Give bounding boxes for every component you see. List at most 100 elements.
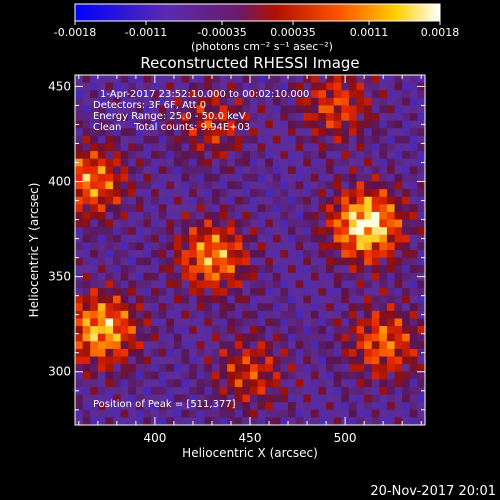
heatmap-cell <box>219 105 228 114</box>
heatmap-cell <box>120 318 129 327</box>
heatmap-cell <box>143 166 152 175</box>
heatmap-cell <box>310 371 319 380</box>
heatmap-cell <box>173 394 182 403</box>
heatmap-cell <box>151 189 160 198</box>
heatmap-cell <box>409 272 418 281</box>
heatmap-cell <box>173 295 182 304</box>
heatmap-cell <box>158 364 167 373</box>
heatmap-cell <box>257 265 266 274</box>
heatmap-cell <box>120 341 129 350</box>
heatmap-cell <box>105 364 114 373</box>
heatmap-cell <box>250 204 259 213</box>
heatmap-cell <box>341 189 350 198</box>
heatmap-cell <box>326 288 335 297</box>
heatmap-cell <box>211 280 220 289</box>
heatmap-cell <box>348 181 357 190</box>
heatmap-cell <box>394 272 403 281</box>
heatmap-cell <box>227 120 236 129</box>
heatmap-cell <box>143 113 152 122</box>
heatmap-cell <box>181 181 190 190</box>
heatmap-cell <box>90 128 99 137</box>
heatmap-cell <box>356 113 365 122</box>
heatmap-cell <box>166 120 175 129</box>
heatmap-cell <box>211 272 220 281</box>
heatmap-cell <box>348 219 357 228</box>
heatmap-cell <box>90 257 99 266</box>
heatmap-cell <box>364 280 373 289</box>
heatmap-cell <box>371 303 380 312</box>
heatmap-cell <box>181 234 190 243</box>
heatmap-cell <box>288 143 297 152</box>
heatmap-cell <box>341 242 350 251</box>
heatmap-cell <box>173 288 182 297</box>
heatmap-cell <box>409 211 418 220</box>
heatmap-cell <box>326 82 335 91</box>
heatmap-cell <box>204 82 213 91</box>
heatmap-cell <box>90 166 99 175</box>
heatmap-cell <box>211 82 220 91</box>
heatmap-cell <box>82 189 91 198</box>
heatmap-cell <box>234 250 243 259</box>
heatmap-cell <box>310 402 319 411</box>
heatmap-cell <box>75 310 84 319</box>
heatmap-cell <box>204 310 213 319</box>
heatmap-cell <box>113 288 122 297</box>
heatmap-cell <box>227 303 236 312</box>
heatmap-cell <box>250 135 259 144</box>
heatmap-cell <box>151 105 160 114</box>
heatmap-cell <box>348 303 357 312</box>
heatmap-cell <box>409 75 418 84</box>
heatmap-cell <box>204 90 213 99</box>
heatmap-cell <box>211 242 220 251</box>
heatmap-cell <box>356 151 365 160</box>
heatmap-cell <box>128 219 137 228</box>
heatmap-cell <box>90 402 99 411</box>
heatmap-cell <box>409 333 418 342</box>
heatmap-cell <box>82 75 91 84</box>
heatmap-cell <box>211 166 220 175</box>
heatmap-cell <box>257 417 266 426</box>
heatmap-cell <box>113 181 122 190</box>
heatmap-cell <box>181 250 190 259</box>
heatmap-cell <box>105 417 114 426</box>
colorbar-tick-label: 0.00035 <box>270 26 316 39</box>
heatmap-cell <box>166 166 175 175</box>
heatmap-cell <box>204 394 213 403</box>
heatmap-cell <box>386 265 395 274</box>
heatmap-cell <box>143 75 152 84</box>
heatmap-cell <box>196 348 205 357</box>
heatmap-cell <box>173 417 182 426</box>
heatmap-cell <box>113 364 122 373</box>
heatmap-cell <box>326 158 335 167</box>
heatmap-cell <box>227 333 236 342</box>
heatmap-cell <box>128 356 137 365</box>
heatmap-cell <box>120 219 129 228</box>
heatmap-cell <box>82 348 91 357</box>
heatmap-cell <box>280 394 289 403</box>
heatmap-cell <box>303 211 312 220</box>
heatmap-cell <box>371 318 380 327</box>
heatmap-cell <box>394 288 403 297</box>
heatmap-cell <box>189 120 198 129</box>
heatmap-cell <box>151 250 160 259</box>
heatmap-cell <box>356 364 365 373</box>
heatmap-cell <box>364 250 373 259</box>
heatmap-cell <box>333 120 342 129</box>
heatmap-cell <box>280 151 289 160</box>
heatmap-cell <box>151 341 160 350</box>
heatmap-cell <box>348 128 357 137</box>
heatmap-cell <box>75 371 84 380</box>
heatmap-cell <box>151 151 160 160</box>
heatmap-cell <box>272 234 281 243</box>
heatmap-cell <box>303 219 312 228</box>
heatmap-cell <box>280 166 289 175</box>
heatmap-cell <box>288 97 297 106</box>
heatmap-cell <box>402 417 411 426</box>
heatmap-cell <box>386 227 395 236</box>
heatmap-cell <box>402 75 411 84</box>
heatmap-cell <box>75 356 84 365</box>
heatmap-cell <box>303 341 312 350</box>
heatmap-cell <box>356 82 365 91</box>
heatmap-cell <box>402 219 411 228</box>
heatmap-cell <box>257 341 266 350</box>
